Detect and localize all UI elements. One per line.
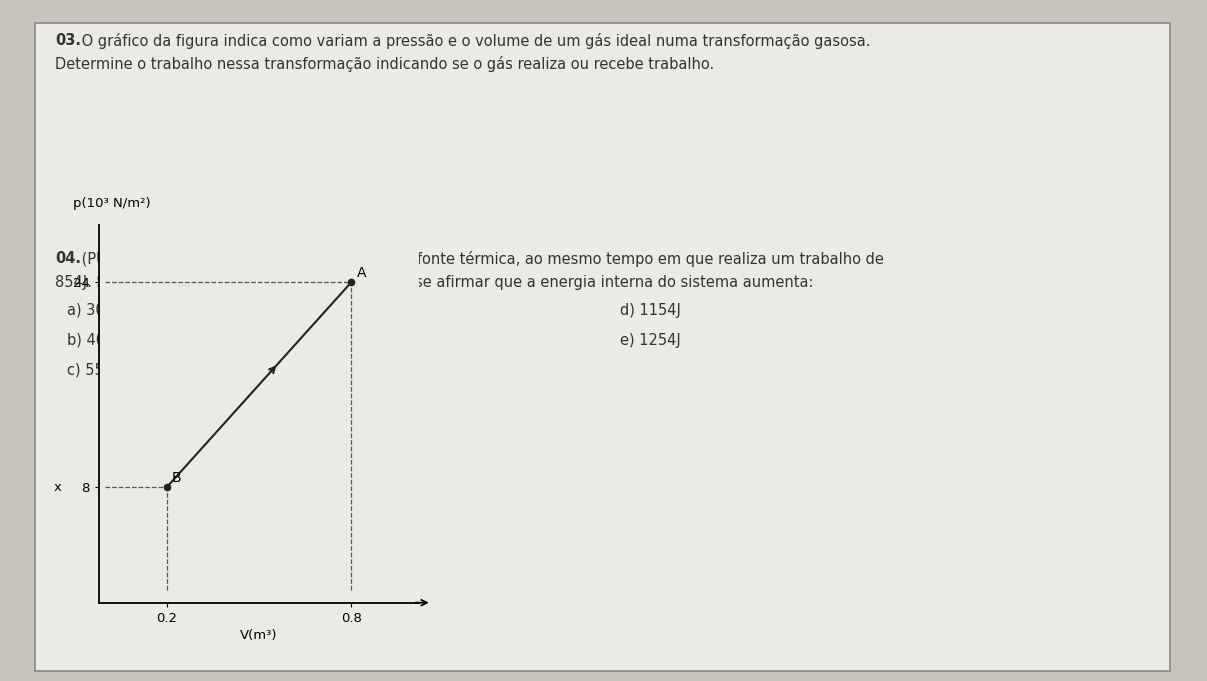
Text: b) 400J: b) 400J — [68, 333, 118, 348]
FancyBboxPatch shape — [35, 23, 1170, 671]
Text: a) 300J: a) 300J — [68, 303, 118, 318]
X-axis label: V(m³): V(m³) — [240, 629, 278, 642]
Text: (PUC-RS) Um sistema recebe 300 cal de uma fonte térmica, ao mesmo tempo em que r: (PUC-RS) Um sistema recebe 300 cal de um… — [77, 251, 884, 267]
Text: e) 1254J: e) 1254J — [620, 333, 681, 348]
Text: d) 1154J: d) 1154J — [620, 303, 681, 318]
Text: c) 554J: c) 554J — [68, 363, 117, 378]
Text: Determine o trabalho nessa transformação indicando se o gás realiza ou recebe tr: Determine o trabalho nessa transformação… — [56, 56, 715, 72]
Text: 04.: 04. — [56, 251, 81, 266]
Text: 854J. Sabendo-se que 1 cal é igual a 4,18J, pode-se afirmar que a energia intern: 854J. Sabendo-se que 1 cal é igual a 4,1… — [56, 274, 814, 290]
Text: x: x — [53, 481, 62, 494]
Text: A: A — [357, 266, 366, 280]
Text: 03.: 03. — [56, 33, 81, 48]
Text: B: B — [171, 471, 181, 485]
Text: p(10³ N/m²): p(10³ N/m²) — [74, 197, 151, 210]
Text: O gráfico da figura indica como variam a pressão e o volume de um gás ideal numa: O gráfico da figura indica como variam a… — [77, 33, 870, 49]
